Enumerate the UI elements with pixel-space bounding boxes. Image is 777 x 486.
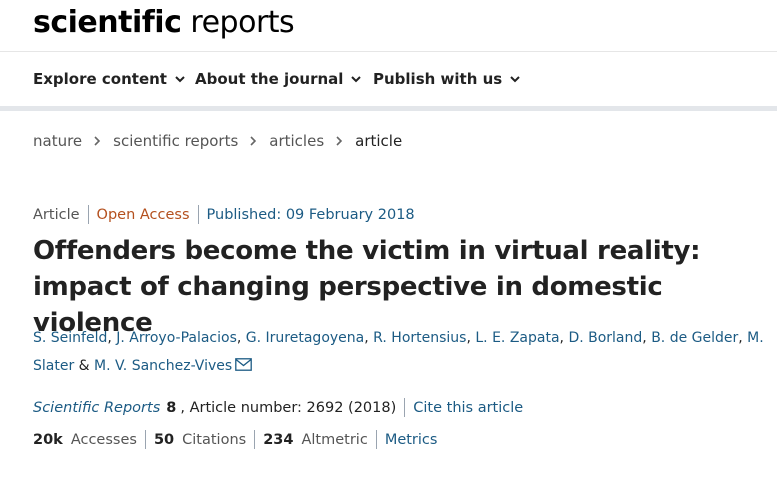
divider: [404, 398, 406, 417]
altmetric-score: 234: [263, 431, 294, 448]
chevron-right-icon: [336, 136, 343, 146]
divider: [87, 205, 89, 224]
mail-icon[interactable]: [235, 358, 253, 371]
breadcrumb: nature scientific reports articles artic…: [33, 132, 402, 150]
divider: [254, 430, 256, 449]
author-link[interactable]: J. Arroyo-Palacios: [116, 330, 237, 346]
logo-text-bold: scientific: [33, 5, 182, 40]
metrics-link[interactable]: Metrics: [384, 431, 438, 448]
chevron-right-icon: [94, 136, 101, 146]
chevron-right-icon: [250, 136, 257, 146]
divider: [375, 430, 377, 449]
author-separator: ,: [107, 330, 112, 346]
chevron-down-icon: [351, 76, 362, 83]
article-type: Article: [33, 206, 80, 223]
author-and: &: [78, 358, 90, 374]
altmetric-label: Altmetric: [301, 431, 368, 448]
citation-row: Scientific Reports 8 , Article number: 2…: [33, 398, 523, 417]
breadcrumb-articles[interactable]: articles: [269, 132, 325, 150]
nav-divider: [0, 106, 777, 111]
breadcrumb-scientific-reports[interactable]: scientific reports: [113, 132, 239, 150]
author-separator: ,: [738, 330, 743, 346]
article-number: , Article number: 2692 (2018): [180, 399, 397, 416]
volume-number: 8: [166, 399, 177, 416]
author-link[interactable]: M. Slater: [33, 330, 764, 374]
site-header: scientific reports: [0, 0, 777, 52]
author-separator: ,: [642, 330, 647, 346]
nav-item-label: About the journal: [195, 70, 344, 88]
chevron-down-icon: [175, 76, 185, 83]
metrics-row: 20k Accesses 50 Citations 234 Altmetric …: [33, 430, 437, 449]
open-access-badge: Open Access: [96, 206, 190, 223]
nav-item-label: Publish with us: [373, 70, 503, 88]
author-separator: ,: [466, 330, 471, 346]
journal-link[interactable]: Scientific Reports: [33, 399, 161, 416]
cite-this-article-link[interactable]: Cite this article: [413, 399, 524, 416]
author-link[interactable]: R. Hortensius: [373, 330, 467, 346]
published-date: Published: 09 February 2018: [206, 206, 415, 223]
journal-logo[interactable]: scientific reports: [33, 5, 295, 40]
article-title: Offenders become the victim in virtual r…: [33, 236, 701, 338]
breadcrumb-current: article: [355, 132, 403, 150]
author-separator: ,: [559, 330, 564, 346]
citations-count: 50: [153, 431, 175, 448]
author-link[interactable]: D. Borland: [568, 330, 643, 346]
author-list: S. Seinfeld, J. Arroyo-Palacios, G. Irur…: [33, 324, 773, 380]
nav-item-label: Explore content: [33, 70, 167, 88]
divider: [197, 205, 199, 224]
nav-about-the-journal[interactable]: About the journal: [195, 70, 362, 88]
accesses-label: Accesses: [70, 431, 137, 448]
author-separator: ,: [236, 330, 242, 346]
main-nav: Explore content About the journal Publis…: [0, 52, 777, 106]
author-link[interactable]: L. E. Zapata: [475, 330, 560, 346]
author-link[interactable]: B. de Gelder: [651, 330, 739, 346]
author-separator: ,: [364, 330, 369, 346]
nav-publish-with-us[interactable]: Publish with us: [373, 70, 521, 88]
logo-text-light: reports: [181, 5, 295, 40]
citations-label: Citations: [182, 431, 247, 448]
author-link[interactable]: M. V. Sanchez-Vives: [94, 358, 233, 374]
breadcrumb-nature[interactable]: nature: [33, 132, 83, 150]
article-meta: Article Open Access Published: 09 Februa…: [33, 205, 415, 224]
accesses-count: 20k: [33, 431, 63, 448]
nav-explore-content[interactable]: Explore content: [33, 70, 186, 88]
divider: [144, 430, 146, 449]
author-link[interactable]: S. Seinfeld: [33, 330, 108, 346]
author-link[interactable]: G. Iruretagoyena: [245, 330, 365, 346]
chevron-down-icon: [510, 76, 520, 83]
